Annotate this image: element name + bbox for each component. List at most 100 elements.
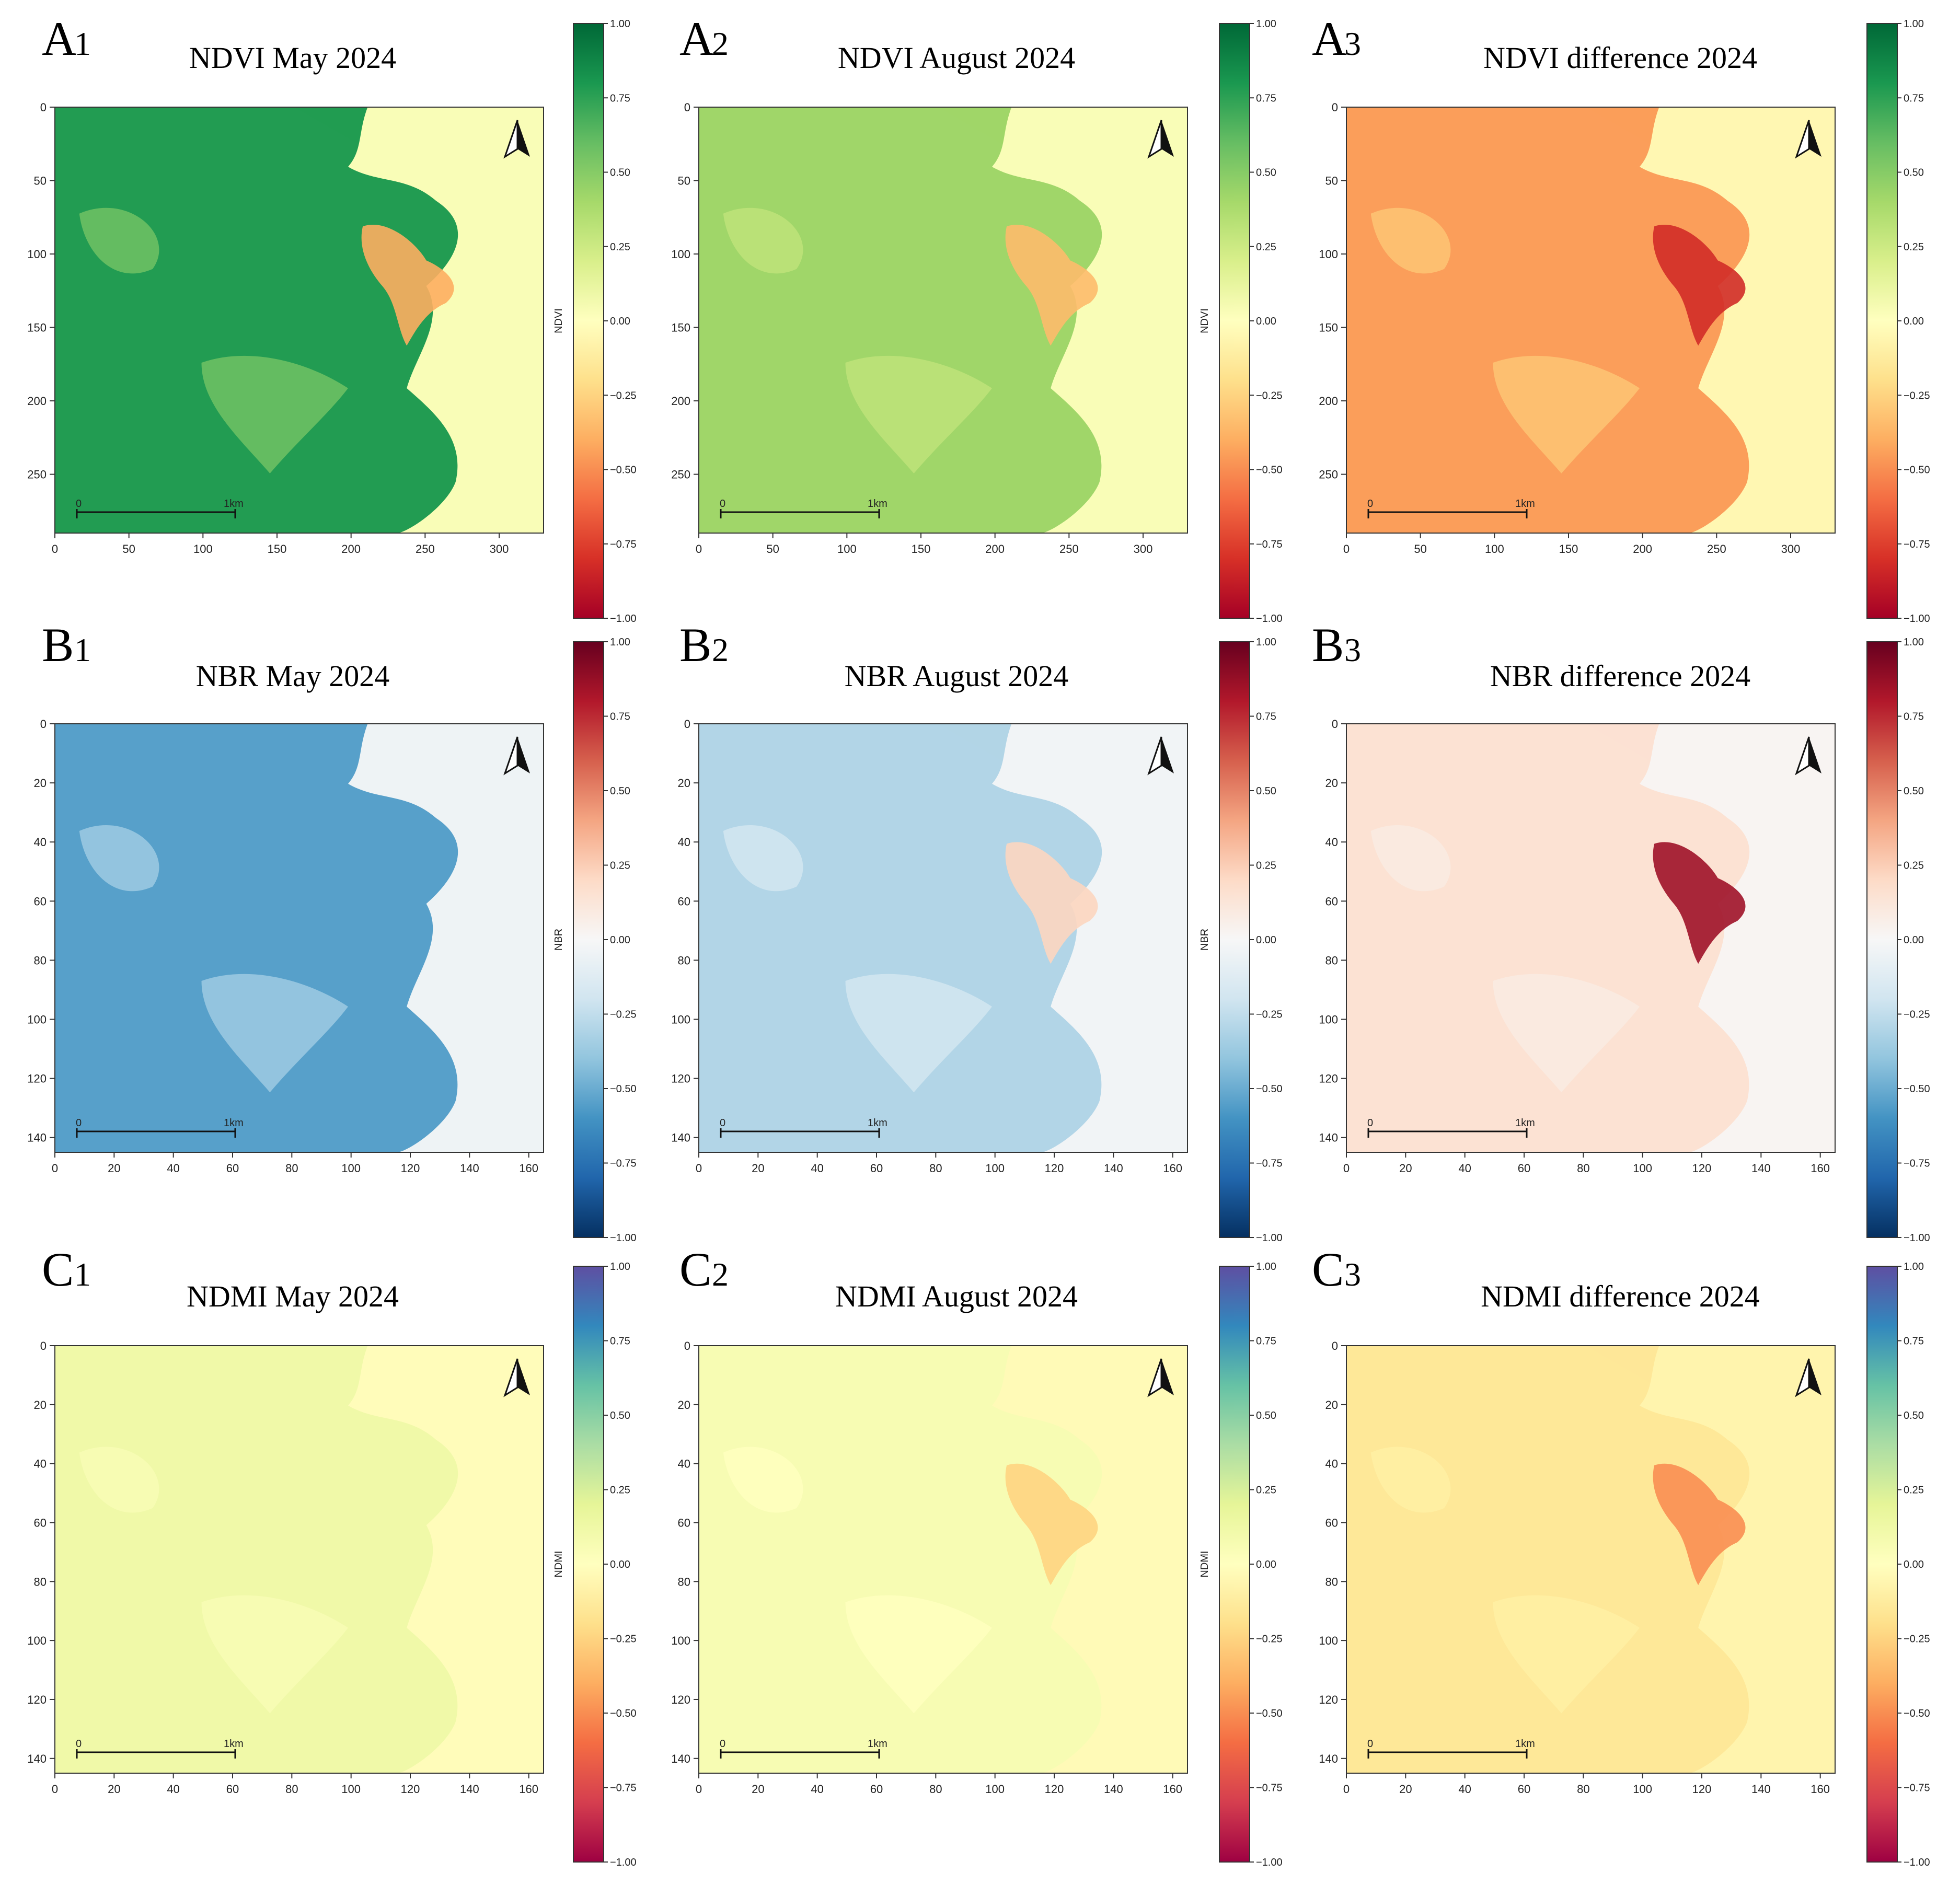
north-arrow-icon (1161, 1359, 1174, 1395)
valley-area (79, 207, 348, 473)
x-tick-label: 100 (193, 542, 213, 556)
y-tick-label: 100 (671, 1013, 690, 1026)
axes-frame (698, 723, 1188, 1153)
x-tick-label: 140 (460, 1783, 479, 1796)
x-tick-label: 250 (416, 542, 435, 556)
scale-bar: 0 1km (720, 1117, 887, 1138)
scale-bar: 0 1km (1367, 1117, 1535, 1138)
axes-frame (1346, 107, 1836, 534)
x-tick-label: 100 (341, 1162, 361, 1175)
panel-label-sub: 3 (1344, 1256, 1361, 1293)
colorbar-tick-label: 0.00 (1904, 316, 1924, 327)
y-tick-label: 120 (671, 1072, 690, 1085)
colorbar: 1.00 0.75 0.50 0.25 0.00 −0.25 −0.50 −0.75 −1.00… (553, 18, 637, 625)
land-texture (55, 1346, 458, 1773)
y-tick-label: 20 (1325, 1398, 1338, 1412)
panel-title: NDMI difference 2024 (1481, 1279, 1760, 1313)
x-tick-label: 20 (1399, 1783, 1412, 1796)
y-tick-label: 120 (27, 1693, 47, 1706)
colorbar: 1.00 0.75 0.50 0.25 0.00 −0.25 −0.50 −0.75 −1.00… (553, 1261, 637, 1868)
colorbar-tick-label: 0.00 (610, 316, 630, 327)
panel-title: NDMI May 2024 (187, 1279, 399, 1313)
x-tick-label: 200 (341, 542, 361, 556)
colorbar-tick-label: 1.00 (610, 1261, 630, 1273)
colorbar-tick-label: 0.25 (610, 860, 630, 872)
y-tick-label: 140 (1319, 1131, 1338, 1144)
panel-label: B (1312, 618, 1344, 672)
colorbar-tick-label: 0.25 (1256, 1485, 1276, 1496)
colorbar-tick-label: −0.50 (1904, 1083, 1930, 1095)
x-tick-label: 160 (1811, 1783, 1830, 1796)
colorbar-label: NDMI (1199, 1551, 1210, 1577)
y-tick-label: 100 (27, 248, 47, 261)
scale-bar: 0 1km (1367, 498, 1535, 518)
panel-B1: B 1 NBR May 2024 0 1km 0 20 40 60 80 100 120 140 160 0… (27, 618, 636, 1244)
map-image (1346, 724, 1835, 1152)
panel-label: A (679, 12, 714, 65)
y-tick-label: 60 (1325, 1516, 1338, 1529)
y-tick-label: 40 (678, 1458, 690, 1471)
y-tick-label: 60 (1325, 895, 1338, 908)
x-tick-label: 0 (696, 542, 702, 556)
panel-B2: B 2 NBR August 2024 0 1km 0 20 40 60 80 100 120 140 1… (671, 618, 1282, 1244)
y-tick-label: 250 (671, 468, 690, 481)
colorbar: 1.00 0.75 0.50 0.25 0.00 −0.25 −0.50 −0.75 −1.00… (553, 637, 637, 1244)
y-tick-label: 0 (684, 1339, 690, 1352)
x-tick-label: 150 (912, 542, 931, 556)
y-tick-label: 20 (34, 1398, 47, 1412)
scale-bar-start: 0 (76, 1738, 82, 1750)
colorbar-tick-label: 0.75 (1256, 711, 1276, 723)
north-arrow-icon (1161, 737, 1174, 773)
y-tick-label: 50 (678, 175, 690, 188)
axes-frame (54, 1345, 544, 1774)
panel-label: C (1312, 1243, 1344, 1296)
x-tick-label: 140 (1751, 1162, 1771, 1175)
x-tick-label: 160 (1811, 1162, 1830, 1175)
y-tick-label: 100 (1319, 248, 1338, 261)
colorbar-label: NBR (1199, 929, 1210, 951)
north-arrow-outline (1147, 736, 1162, 776)
colorbar-tick-label: −0.50 (610, 1083, 637, 1095)
land-texture (55, 107, 458, 533)
valley-area (1370, 825, 1640, 1093)
colorbar-gradient (1219, 641, 1250, 1238)
panel-A2: A2 NDVI August 2024 0 1km 0 50 100 150 200 250 300… (671, 12, 1282, 625)
land-texture (699, 107, 1102, 533)
scale-bar-start: 0 (720, 1738, 725, 1750)
x-tick-label: 0 (1343, 1783, 1350, 1796)
x-tick-label: 0 (696, 1783, 702, 1796)
north-arrow-outline (503, 1358, 518, 1397)
colorbar-tick-label: 0.00 (1256, 1559, 1276, 1570)
north-arrow-icon (1809, 1359, 1821, 1395)
colorbar-tick-label: −0.25 (610, 1009, 637, 1021)
panel-title: NDVI May 2024 (189, 41, 396, 75)
x-tick-label: 120 (1045, 1783, 1064, 1796)
x-tick-label: 0 (1343, 542, 1350, 556)
north-arrow-outline (1795, 1358, 1810, 1397)
panel-title: NDVI August 2024 (838, 41, 1075, 75)
y-tick-label: 100 (671, 1634, 690, 1647)
y-tick-label: 150 (27, 321, 47, 334)
colorbar-tick-label: 0.25 (1904, 1485, 1924, 1496)
scale-bar: 0 1km (720, 1738, 887, 1759)
colorbar-tick-label: −0.25 (1904, 1634, 1930, 1645)
x-tick-label: 80 (1577, 1162, 1589, 1175)
y-tick-label: 120 (671, 1693, 690, 1706)
map-image (699, 724, 1187, 1152)
colorbar-tick-label: 0.75 (610, 711, 630, 723)
colorbar-tick-label: 0.50 (1256, 167, 1276, 179)
x-tick-label: 60 (226, 1162, 239, 1175)
scale-bar-end: 1km (868, 1117, 887, 1129)
colorbar-tick-label: 0.75 (1256, 92, 1276, 104)
colorbar-tick-label: −1.00 (610, 1857, 637, 1868)
y-tick-label: 50 (1325, 175, 1338, 188)
x-tick-label: 200 (985, 542, 1005, 556)
colorbar-label: NDVI (1199, 308, 1210, 333)
map-image (55, 107, 544, 533)
x-tick-label: 100 (1633, 1783, 1652, 1796)
y-tick-label: 120 (1319, 1693, 1338, 1706)
x-tick-label: 120 (1692, 1162, 1712, 1175)
scale-bar-end: 1km (868, 1738, 887, 1750)
axes-frame (54, 723, 544, 1153)
